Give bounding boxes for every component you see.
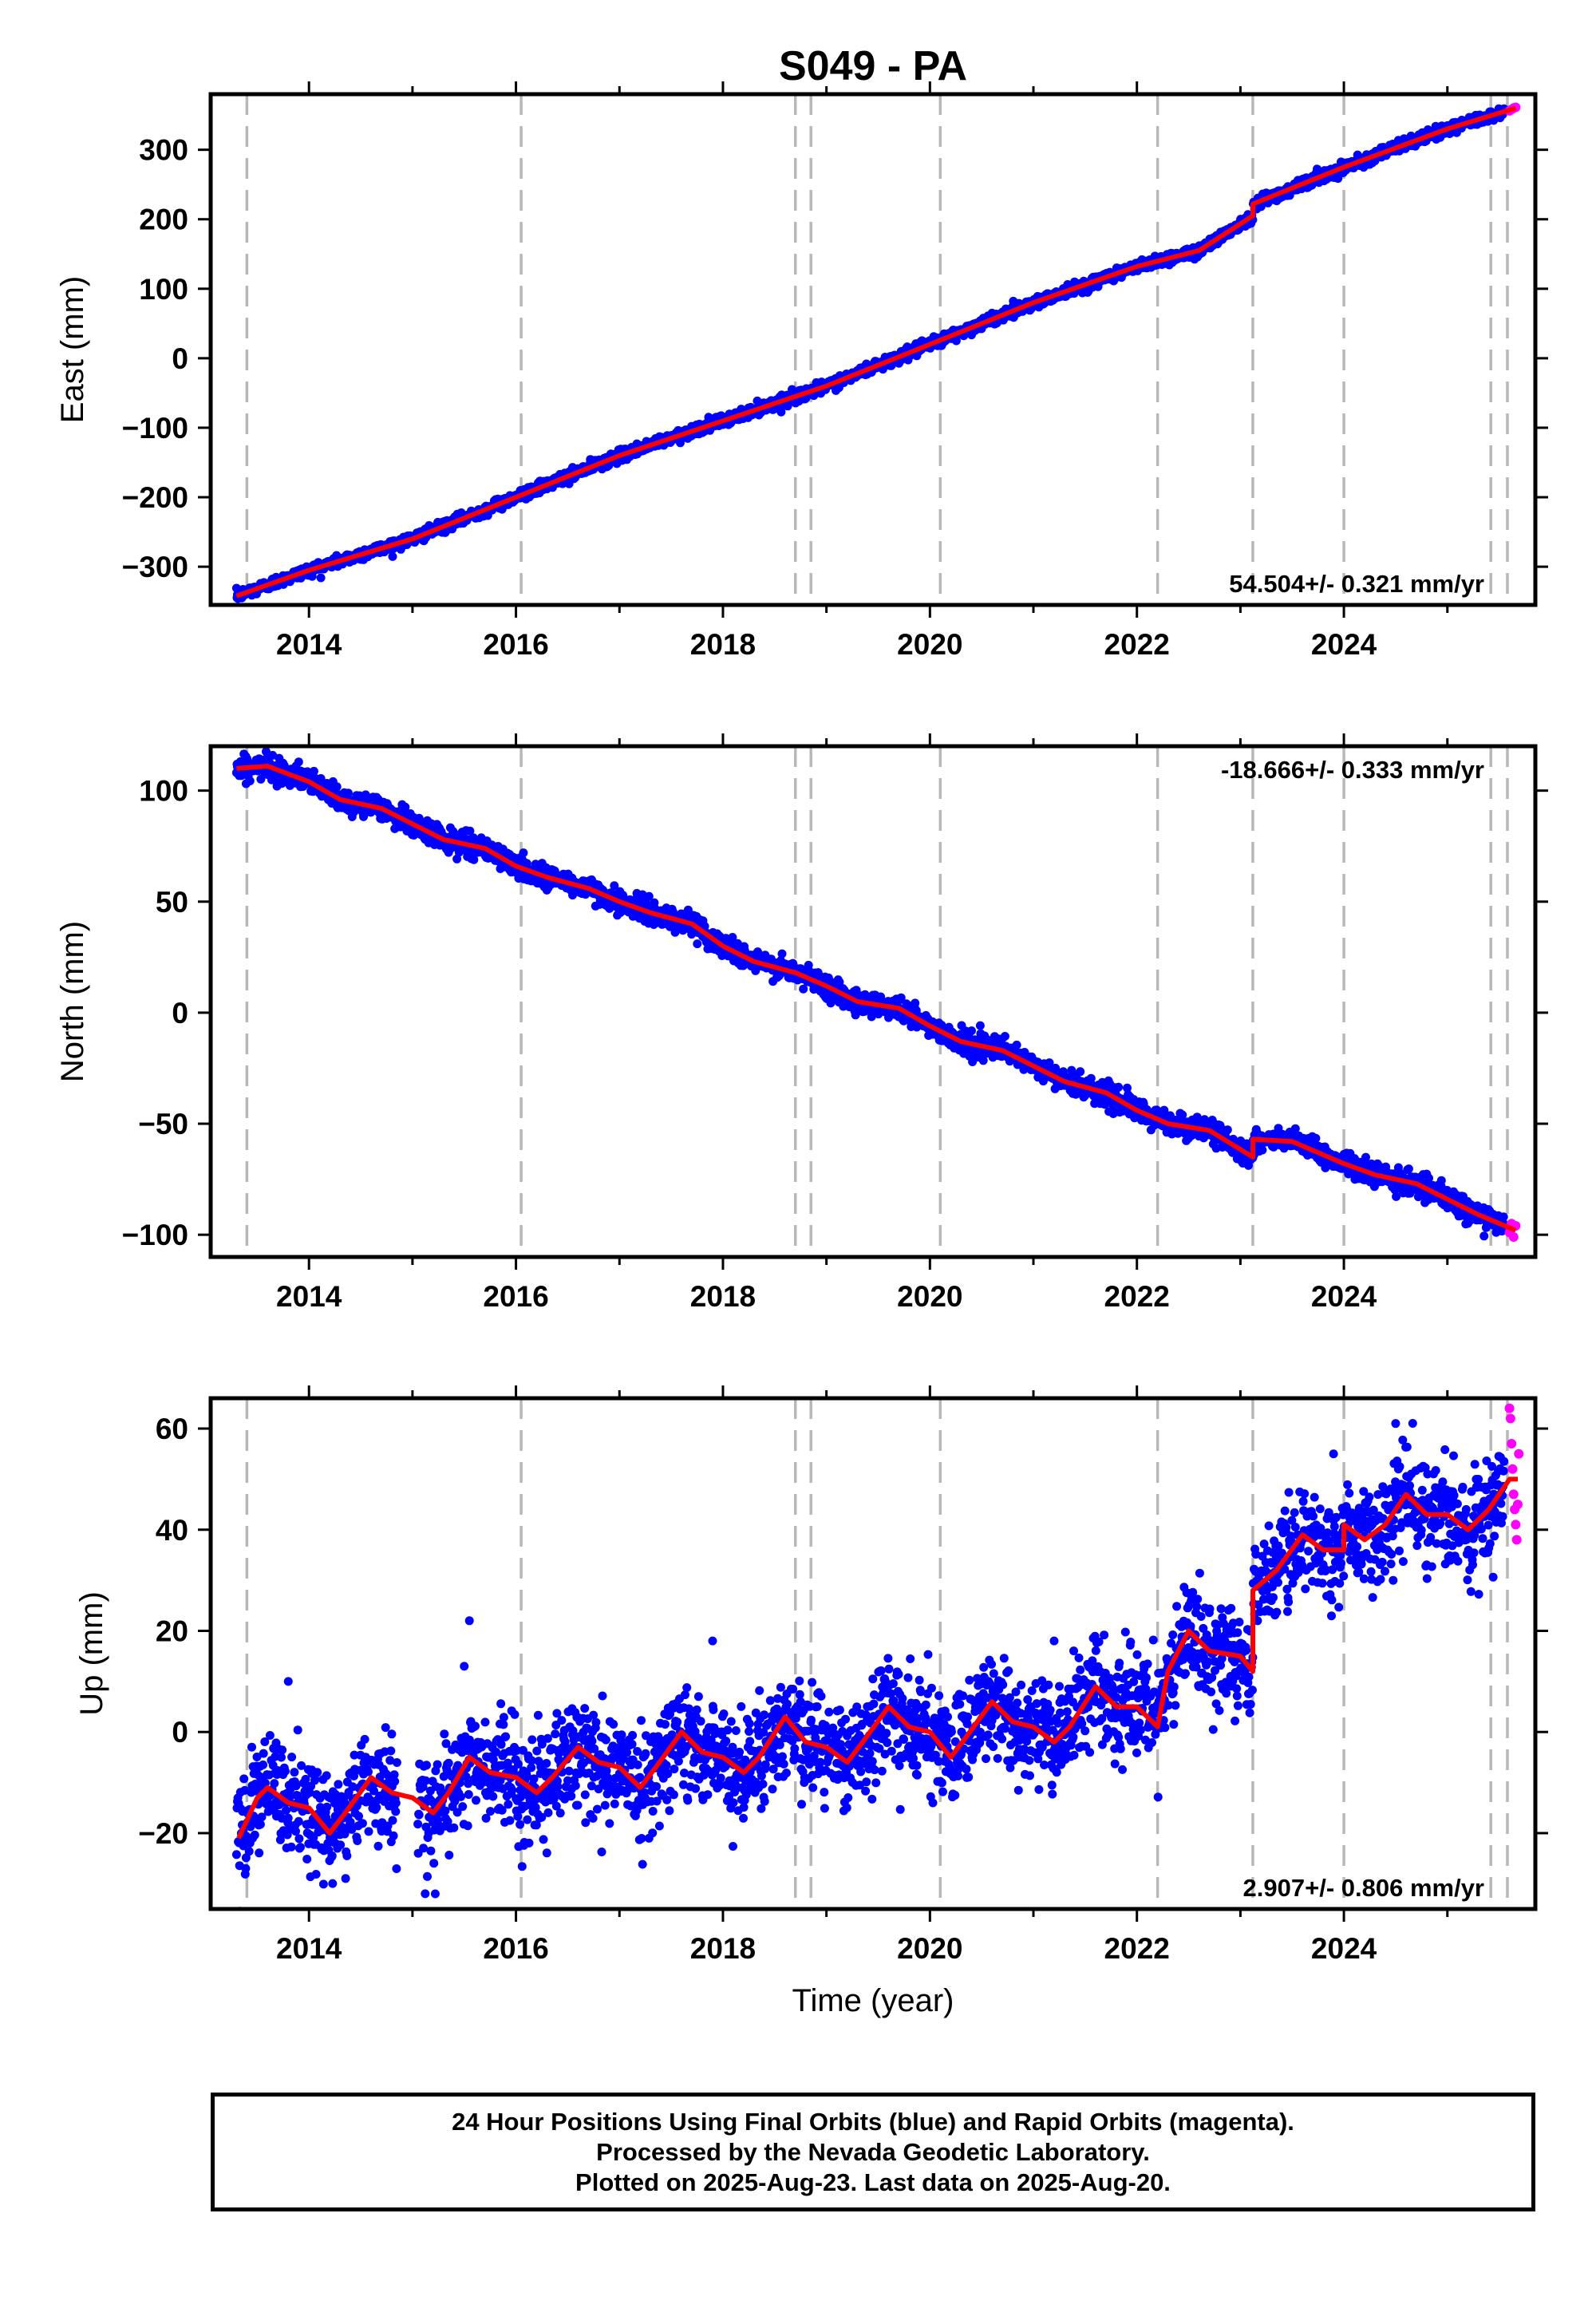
- plot-area: [231, 746, 1521, 1257]
- y-axis-label: East (mm): [55, 276, 90, 423]
- data-point: [776, 407, 786, 417]
- data-point: [693, 939, 702, 949]
- data-point: [332, 782, 342, 792]
- data-point: [835, 978, 844, 986]
- x-tick-label: 2024: [1311, 628, 1377, 661]
- y-tick-label: −200: [122, 481, 188, 514]
- data-point: [967, 1026, 976, 1036]
- y-tick-label: −100: [122, 412, 188, 445]
- data-point: [610, 881, 619, 891]
- data-point: [401, 802, 410, 812]
- data-point: [851, 1010, 860, 1020]
- panel-2: 2014 2016 2018 2020 2022 2024−100−50050100Nor…: [55, 733, 1548, 1313]
- x-tick-label: 2022: [1104, 628, 1170, 661]
- plot-area: [231, 94, 1521, 605]
- data-point: [1051, 1063, 1061, 1073]
- data-point: [294, 757, 303, 767]
- plot-frame: [208, 92, 1538, 607]
- x-tick-label: 2016: [483, 628, 548, 661]
- data-point: [896, 993, 906, 1002]
- final-orbits-points: [231, 747, 1509, 1241]
- panel-1: 2014 2016 2018 2020 2022 2024 −300 −200 −100 0 100…: [55, 43, 1548, 661]
- y-tick-label: 200: [139, 204, 188, 236]
- data-point: [452, 854, 462, 864]
- data-point: [465, 826, 475, 836]
- data-point: [1012, 1040, 1021, 1049]
- data-point: [316, 573, 326, 583]
- velocity-rate-label: 54.504+/- 0.321 mm/yr: [1229, 570, 1484, 598]
- data-point: [245, 777, 255, 785]
- data-point: [978, 1056, 988, 1065]
- data-point: [1086, 1073, 1096, 1083]
- data-point: [728, 933, 737, 942]
- data-point: [975, 1021, 985, 1030]
- model-fit-line: [235, 105, 1517, 599]
- y-tick-label: 300: [139, 134, 188, 167]
- data-point: [1076, 1067, 1085, 1077]
- data-point: [519, 848, 528, 858]
- data-point: [268, 750, 278, 760]
- data-point: [911, 998, 920, 1008]
- data-point: [309, 766, 318, 776]
- data-point: [644, 891, 654, 901]
- data-point: [777, 949, 787, 958]
- data-point: [1045, 1058, 1054, 1068]
- data-point: [343, 788, 353, 798]
- y-tick-label: −300: [122, 551, 188, 583]
- x-tick-label: 2020: [897, 628, 962, 661]
- data-point: [1000, 1032, 1009, 1041]
- data-point: [799, 984, 808, 994]
- chart-title: S049 - PA: [779, 43, 967, 89]
- x-tick-label: 2018: [690, 628, 756, 661]
- data-point: [388, 551, 397, 561]
- y-tick-label: 0: [172, 342, 188, 375]
- data-point: [469, 855, 479, 864]
- y-tick-label: 100: [139, 273, 188, 306]
- data-point: [700, 922, 709, 931]
- x-tick-label: 2014: [276, 628, 342, 661]
